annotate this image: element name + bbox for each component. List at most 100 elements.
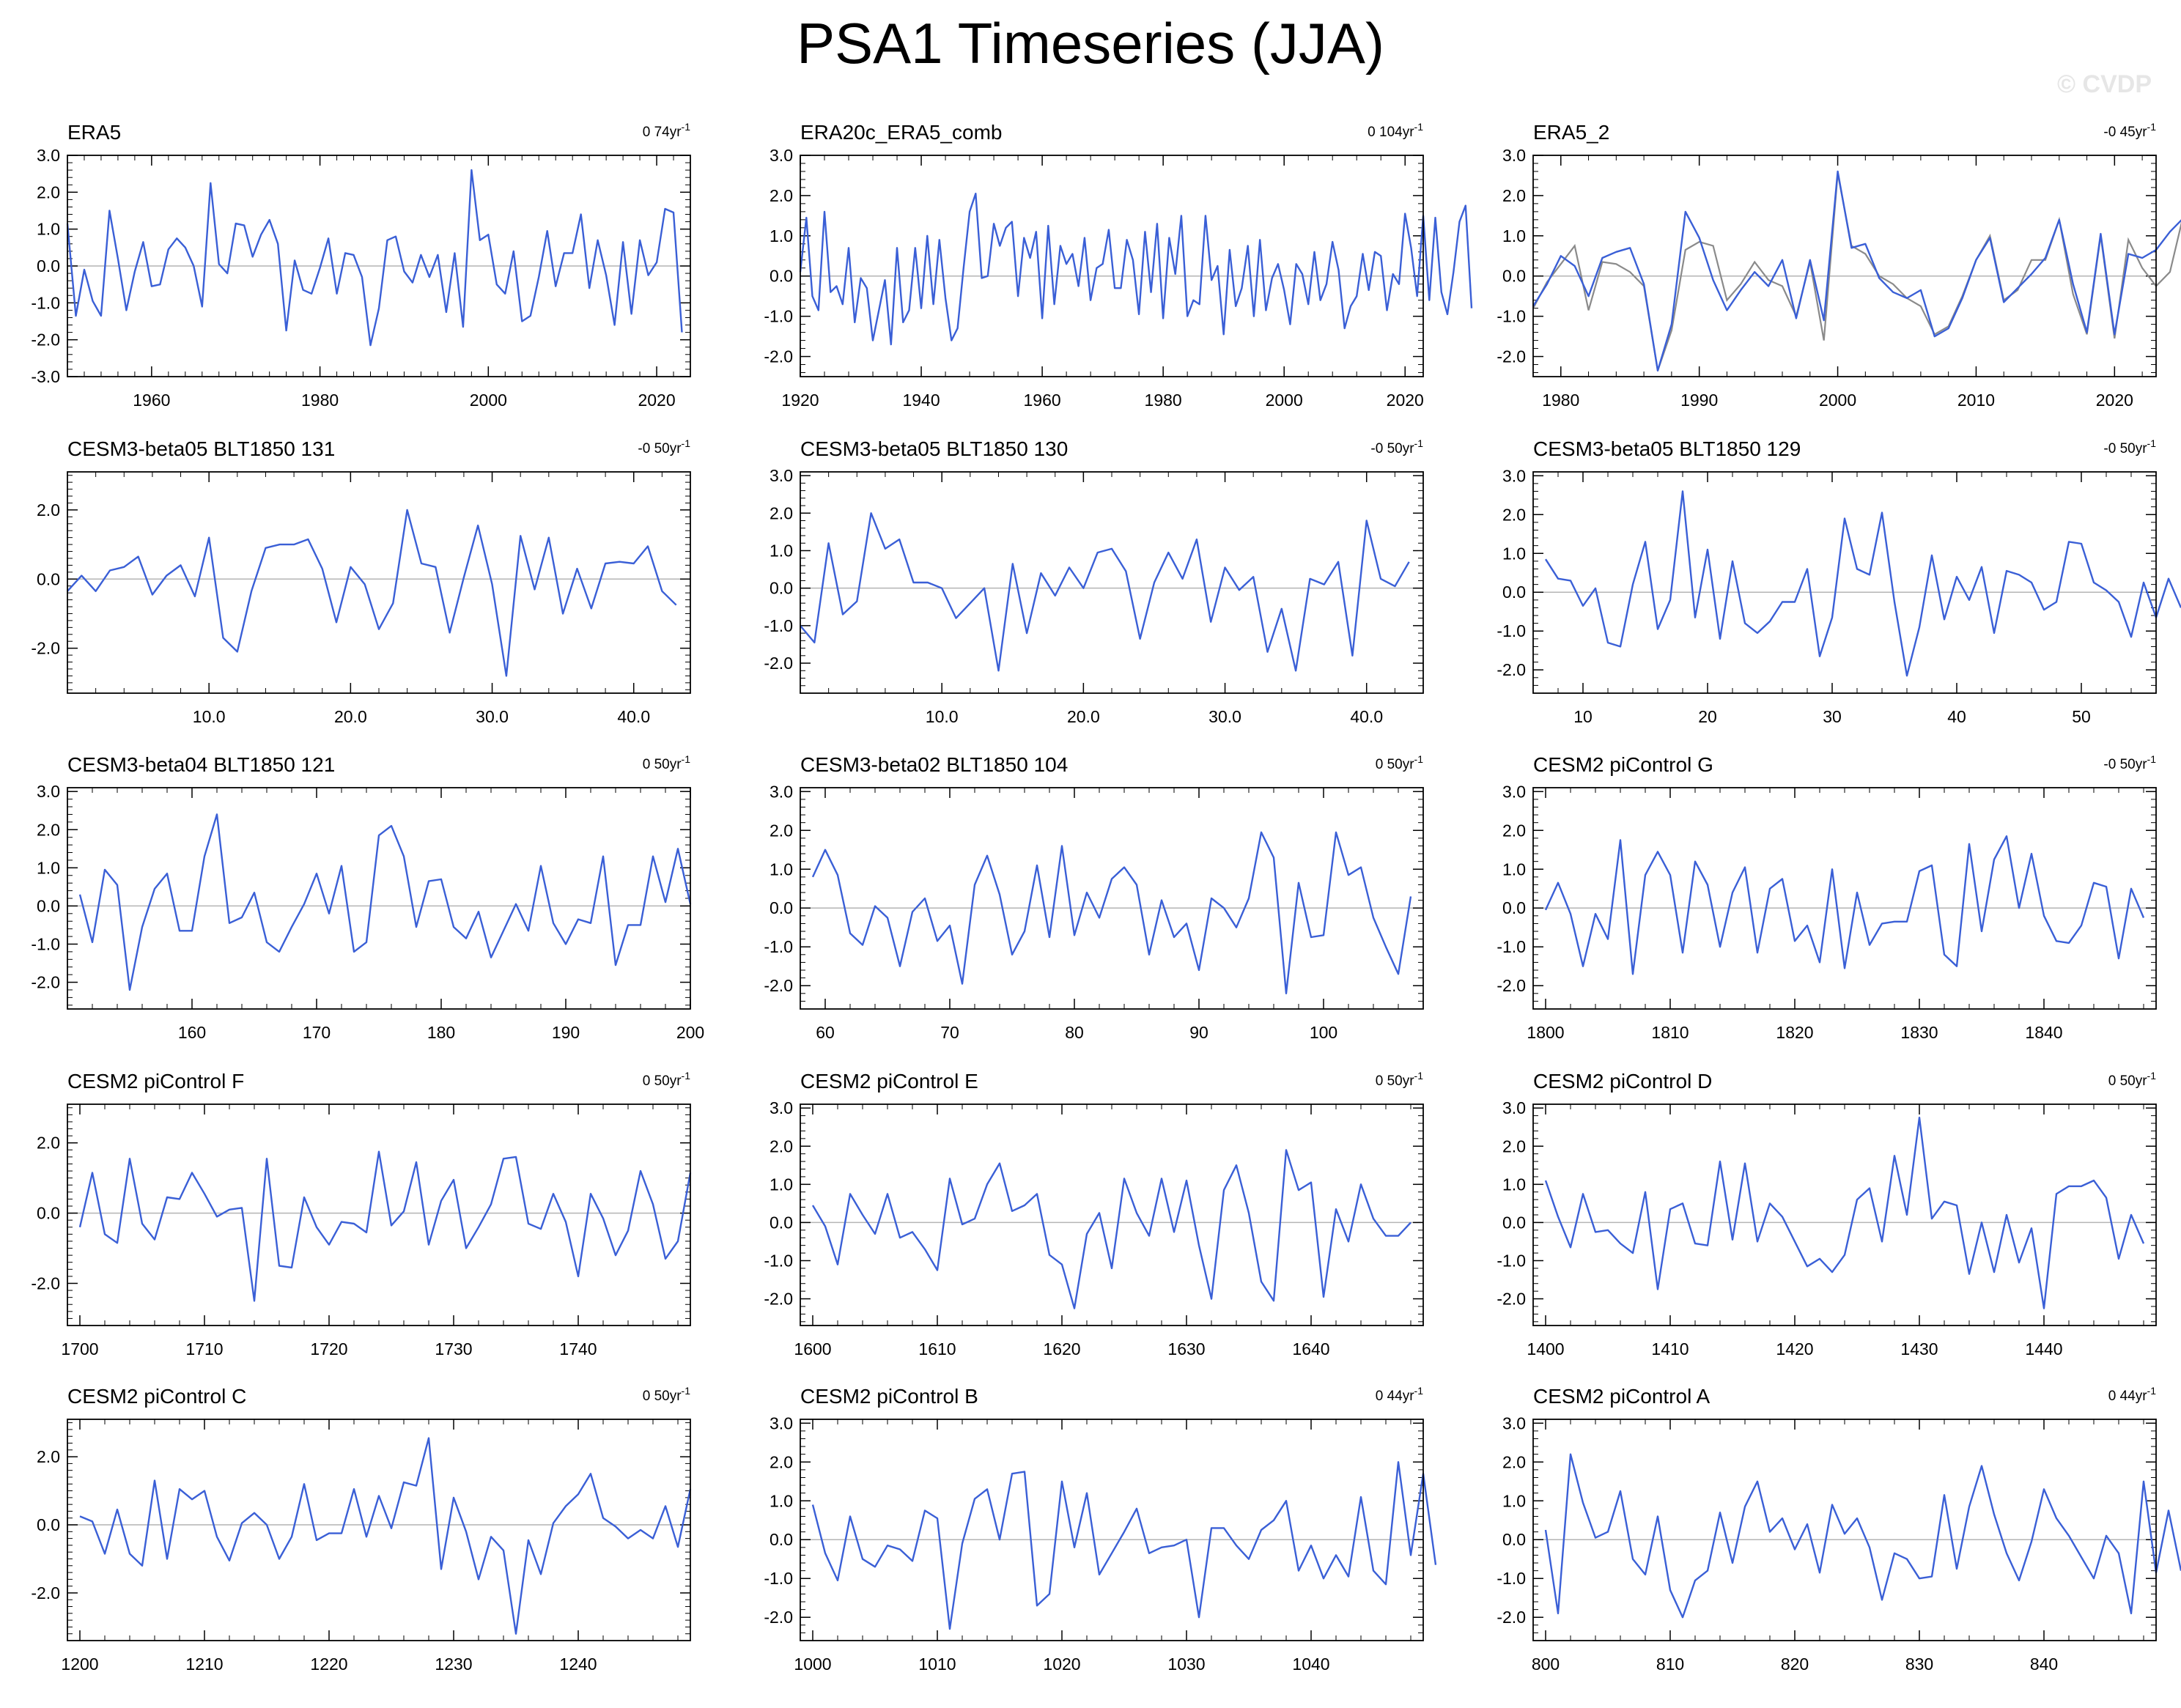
panel-title: CESM3-beta05 BLT1850 131 bbox=[67, 437, 335, 460]
trend-label: -0 50yr-1 bbox=[1370, 437, 1423, 456]
x-tick-label: 1040 bbox=[1292, 1655, 1329, 1674]
x-tick-label: 1220 bbox=[310, 1655, 347, 1674]
series-line bbox=[79, 1437, 692, 1635]
y-tick-label: 1.0 bbox=[770, 859, 793, 879]
y-tick-label: -2.0 bbox=[1497, 660, 1526, 679]
series-line bbox=[67, 509, 677, 677]
x-tick-label: 1960 bbox=[1024, 391, 1061, 410]
y-tick-label: 2.0 bbox=[37, 1447, 60, 1466]
trend-label: 0 50yr-1 bbox=[643, 753, 690, 772]
y-tick-label: -2.0 bbox=[1497, 1608, 1526, 1627]
series-line bbox=[811, 1149, 1411, 1309]
y-tick-label: 1.0 bbox=[37, 220, 60, 239]
y-tick-label: 2.0 bbox=[37, 1134, 60, 1153]
series-line bbox=[1544, 835, 2145, 975]
plot-frame bbox=[1532, 1419, 2157, 1641]
panel-title: CESM3-beta05 BLT1850 130 bbox=[800, 437, 1068, 460]
x-tick-label: 800 bbox=[1532, 1655, 1560, 1674]
x-tick-label: 1600 bbox=[794, 1339, 831, 1358]
y-tick-label: -2.0 bbox=[31, 1583, 60, 1602]
y-tick-label: -1.0 bbox=[764, 616, 793, 635]
y-tick-label: 0.0 bbox=[1502, 898, 1526, 917]
y-tick-label: -2.0 bbox=[1497, 976, 1526, 995]
series-line bbox=[811, 1461, 1437, 1630]
trend-label: 0 50yr-1 bbox=[2108, 1070, 2156, 1089]
y-tick-label: 0.0 bbox=[770, 579, 793, 598]
trend-label: 0 74yr-1 bbox=[643, 121, 690, 140]
y-tick-label: 2.0 bbox=[37, 500, 60, 520]
series-line bbox=[811, 831, 1412, 995]
x-tick-label: 1230 bbox=[435, 1655, 472, 1674]
plot-frame bbox=[1532, 787, 2157, 1010]
x-tick-label: 1980 bbox=[1145, 391, 1182, 410]
y-tick-label: 0.0 bbox=[37, 256, 60, 276]
plot-frame bbox=[800, 1419, 1424, 1641]
y-tick-label: 1.0 bbox=[1502, 1491, 1526, 1510]
y-tick-label: 1.0 bbox=[37, 858, 60, 877]
x-tick-label: 1420 bbox=[1776, 1339, 1813, 1358]
trend-label: 0 50yr-1 bbox=[1376, 753, 1423, 772]
x-tick-label: 20.0 bbox=[1067, 707, 1100, 726]
panel-title: CESM3-beta05 BLT1850 129 bbox=[1533, 437, 1801, 460]
panel-title: CESM3-beta02 BLT1850 104 bbox=[800, 753, 1068, 776]
x-tick-label: 1000 bbox=[794, 1655, 831, 1674]
y-tick-label: 2.0 bbox=[770, 1136, 793, 1156]
x-tick-label: 1620 bbox=[1043, 1339, 1080, 1358]
y-tick-label: 0.0 bbox=[37, 1515, 60, 1534]
plot-frame bbox=[800, 787, 1424, 1010]
x-tick-label: 1720 bbox=[310, 1339, 347, 1358]
y-tick-label: 2.0 bbox=[770, 821, 793, 840]
x-tick-label: 2000 bbox=[470, 391, 507, 410]
y-tick-label: 1.0 bbox=[1502, 859, 1526, 879]
x-tick-label: 20 bbox=[1698, 707, 1717, 726]
x-tick-label: 80 bbox=[1065, 1023, 1084, 1042]
y-tick-label: 3.0 bbox=[770, 146, 793, 165]
x-tick-label: 40.0 bbox=[1350, 707, 1383, 726]
series-line bbox=[66, 169, 683, 347]
x-tick-label: 840 bbox=[2030, 1655, 2058, 1674]
y-tick-label: -2.0 bbox=[764, 1290, 793, 1309]
plot-frame bbox=[1532, 1103, 2157, 1326]
y-tick-label: -2.0 bbox=[764, 1608, 793, 1627]
x-tick-label: 1030 bbox=[1167, 1655, 1205, 1674]
x-tick-label: 1810 bbox=[1651, 1023, 1689, 1042]
x-tick-label: 90 bbox=[1189, 1023, 1208, 1042]
trend-label: -0 50yr-1 bbox=[2103, 437, 2156, 456]
trend-label: 0 104yr-1 bbox=[1368, 121, 1423, 140]
y-tick-label: -2.0 bbox=[31, 1273, 60, 1293]
y-tick-label: 3.0 bbox=[770, 1413, 793, 1432]
x-tick-label: 1730 bbox=[435, 1339, 472, 1358]
y-tick-label: 3.0 bbox=[1502, 146, 1526, 165]
x-tick-label: 1740 bbox=[559, 1339, 597, 1358]
y-tick-label: 1.0 bbox=[770, 1175, 793, 1194]
chart-panel: CESM3-beta04 BLT1850 121 0 50yr-1 -2.0 -1.0… bbox=[31, 753, 704, 1042]
x-tick-label: 100 bbox=[1310, 1023, 1337, 1042]
y-tick-label: 3.0 bbox=[1502, 782, 1526, 801]
y-tick-label: 0.0 bbox=[770, 267, 793, 286]
y-tick-label: 3.0 bbox=[770, 1098, 793, 1117]
chart-panel: CESM2 piControl C 0 50yr-1 -2.0 0.0 2.0 1200 1… bbox=[31, 1385, 692, 1674]
x-tick-label: 10.0 bbox=[926, 707, 959, 726]
x-tick-label: 1840 bbox=[2025, 1023, 2062, 1042]
x-tick-label: 1640 bbox=[1292, 1339, 1329, 1358]
series-line bbox=[799, 193, 1473, 346]
panel-title: CESM2 piControl D bbox=[1533, 1070, 1712, 1093]
chart-panel: ERA5_2 -0 45yr-1 -2.0 -1.0 0.0 1.0 2.0 3.0 1980 1… bbox=[1497, 121, 2181, 410]
panel-title: CESM2 piControl B bbox=[800, 1385, 978, 1408]
chart-panel: CESM2 piControl F 0 50yr-1 -2.0 0.0 2.0 1700 1… bbox=[31, 1070, 692, 1358]
x-tick-label: 2000 bbox=[1819, 391, 1856, 410]
plot-frame bbox=[800, 471, 1424, 694]
x-tick-label: 50 bbox=[2072, 707, 2091, 726]
y-tick-label: -1.0 bbox=[1497, 621, 1526, 640]
x-tick-label: 1940 bbox=[902, 391, 940, 410]
y-tick-label: 2.0 bbox=[770, 503, 793, 522]
chart-panel: ERA20c_ERA5_comb 0 104yr-1 -2.0 -1.0 0.0 1.0 2… bbox=[764, 121, 1473, 410]
x-tick-label: 1830 bbox=[1900, 1023, 1938, 1042]
y-tick-label: 1.0 bbox=[770, 541, 793, 560]
chart-panel: CESM3-beta05 BLT1850 130 -0 50yr-1 -2.0 -1.… bbox=[764, 437, 1424, 726]
reference-series-line bbox=[1532, 173, 2181, 371]
x-tick-label: 1710 bbox=[185, 1339, 223, 1358]
y-tick-label: 0.0 bbox=[37, 896, 60, 915]
chart-panel: CESM3-beta05 BLT1850 131 -0 50yr-1 -2.0 0.0… bbox=[31, 437, 691, 726]
